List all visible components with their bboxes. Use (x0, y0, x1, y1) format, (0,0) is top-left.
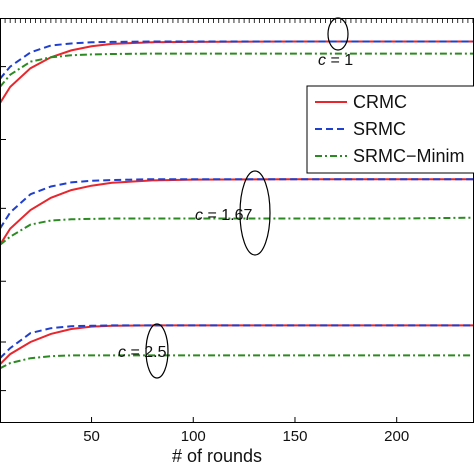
series-line-srmc-minim-group-1 (0, 52, 474, 88)
annotation-ellipse-2 (239, 170, 271, 256)
series-line-srmc-group-1 (0, 40, 474, 80)
legend: CRMC SRMC SRMC−Minim (306, 85, 474, 174)
x-tick-label-50: 50 (83, 428, 100, 445)
series-line-srmc-group-3 (0, 324, 474, 359)
annotation-label-1: c = 1 (318, 52, 353, 69)
x-tick-label-150: 150 (282, 428, 307, 445)
plot-area (0, 40, 474, 370)
annotation-ellipse-3 (145, 323, 169, 379)
annotation-label-3: c = 2.5 (118, 344, 167, 361)
axes: 50 100 150 200 (0, 18, 474, 445)
annotation-label-2: c = 1.67 (195, 207, 252, 224)
x-tick-label-100: 100 (181, 428, 206, 445)
legend-label-2: SRMC (353, 119, 406, 139)
legend-box (306, 85, 474, 174)
legend-label-3: SRMC−Minim (353, 146, 465, 166)
group-annotations: c = 1 c = 1.67 c = 2.5 (118, 17, 353, 379)
series-line-srmc-minim-group-2 (0, 216, 474, 246)
x-axis-label: # of rounds (172, 446, 262, 466)
x-tick-label-200: 200 (384, 428, 409, 445)
legend-label-1: CRMC (353, 92, 407, 112)
series-line-crmc-group-2 (0, 178, 474, 246)
